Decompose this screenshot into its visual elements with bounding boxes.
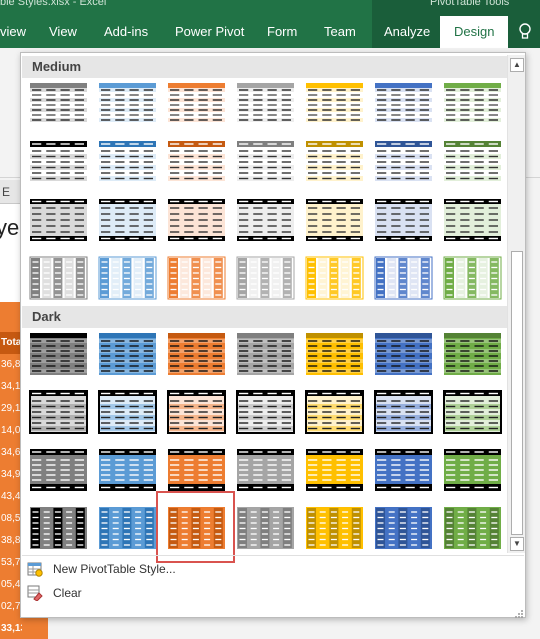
style-dark-21[interactable] — [442, 447, 503, 493]
style-dark-2[interactable] — [97, 331, 158, 377]
style-dark-9[interactable] — [97, 389, 158, 435]
style-dark-13[interactable] — [373, 389, 434, 435]
new-pivottable-style-label: New PivotTable Style... — [53, 562, 176, 576]
tab-analyze[interactable]: Analyze — [384, 24, 431, 39]
style-medium-15[interactable] — [28, 197, 89, 243]
style-medium-27[interactable] — [373, 255, 434, 301]
total-cell[interactable]: 34,63 — [1, 447, 22, 458]
style-dark-4[interactable] — [235, 331, 296, 377]
total-cell[interactable]: 43,4 — [1, 491, 21, 502]
style-medium-13[interactable] — [373, 139, 434, 185]
style-medium-11[interactable] — [235, 139, 296, 185]
style-dark-19[interactable] — [304, 447, 365, 493]
style-medium-21[interactable] — [442, 197, 503, 243]
total-cell[interactable]: 36,87 — [1, 359, 22, 370]
context-title: PivotTable Tools — [430, 0, 510, 8]
tab-view[interactable]: view — [0, 24, 27, 39]
style-dark-26[interactable] — [304, 505, 365, 551]
style-medium-6[interactable] — [373, 81, 434, 127]
style-dark-22[interactable] — [28, 505, 89, 551]
style-medium-1[interactable] — [28, 81, 89, 127]
resize-grip-icon[interactable] — [514, 606, 524, 618]
style-dark-14[interactable] — [442, 389, 503, 435]
style-dark-28[interactable] — [442, 505, 503, 551]
style-dark-3[interactable] — [166, 331, 227, 377]
total-cell[interactable]: 53,70 — [1, 557, 22, 568]
style-dark-20[interactable] — [373, 447, 434, 493]
total-cell[interactable]: 38,89 — [1, 535, 22, 546]
style-dark-5[interactable] — [304, 331, 365, 377]
style-medium-18[interactable] — [235, 197, 296, 243]
clear-style-item[interactable]: Clear — [25, 582, 495, 604]
style-dark-1[interactable] — [28, 331, 89, 377]
scroll-thumb[interactable] — [511, 251, 523, 535]
total-cell[interactable]: 34,95 — [1, 469, 22, 480]
tab-power-pivot[interactable]: Power Pivot — [175, 24, 245, 39]
section-header-medium: Medium — [22, 56, 507, 78]
style-medium-5[interactable] — [304, 81, 365, 127]
style-medium-4[interactable] — [235, 81, 296, 127]
total-cell[interactable]: 05,47 — [1, 579, 22, 590]
style-dark-12[interactable] — [304, 389, 365, 435]
style-dark-27[interactable] — [373, 505, 434, 551]
tab-design[interactable]: Design — [440, 16, 509, 48]
tab-form[interactable]: Form — [267, 24, 298, 39]
sheet-title-fragment: ye — [0, 215, 20, 240]
gallery-scrollbar[interactable]: ▲ ▼ — [507, 55, 525, 553]
lightbulb-icon[interactable] — [518, 22, 532, 42]
style-dark-7[interactable] — [442, 331, 503, 377]
column-header[interactable]: E — [0, 180, 22, 204]
tab-add-ins[interactable]: Add-ins — [104, 24, 149, 39]
footer-divider — [22, 555, 524, 556]
style-medium-3[interactable] — [166, 81, 227, 127]
style-dark-6[interactable] — [373, 331, 434, 377]
style-dark-23[interactable] — [97, 505, 158, 551]
style-dark-24[interactable] — [166, 505, 227, 551]
window-title: ble Styles.xlsx - Excel — [0, 0, 107, 8]
sheet-cells[interactable] — [0, 204, 22, 304]
style-medium-20[interactable] — [373, 197, 434, 243]
tab-view[interactable]: View — [49, 24, 77, 39]
eraser-icon — [27, 585, 43, 602]
style-medium-28[interactable] — [442, 255, 503, 301]
style-medium-7[interactable] — [442, 81, 503, 127]
style-medium-9[interactable] — [97, 139, 158, 185]
total-cell[interactable]: 34,15 — [1, 381, 22, 392]
style-dark-11[interactable] — [235, 389, 296, 435]
scroll-down-button[interactable]: ▼ — [510, 537, 524, 551]
style-dark-17[interactable] — [166, 447, 227, 493]
style-medium-17[interactable] — [166, 197, 227, 243]
total-cell[interactable]: 33,13 — [1, 623, 22, 634]
style-medium-26[interactable] — [304, 255, 365, 301]
style-medium-22[interactable] — [28, 255, 89, 301]
style-dark-16[interactable] — [97, 447, 158, 493]
style-medium-16[interactable] — [97, 197, 158, 243]
section-header-dark: Dark — [22, 306, 507, 328]
style-medium-14[interactable] — [442, 139, 503, 185]
new-table-style-icon — [27, 561, 43, 577]
style-medium-12[interactable] — [304, 139, 365, 185]
style-dark-25[interactable] — [235, 505, 296, 551]
total-cell[interactable]: 14,08 — [1, 425, 22, 436]
total-cell[interactable]: Tota — [0, 332, 22, 354]
total-cell[interactable]: 08,50 — [1, 513, 22, 524]
style-medium-10[interactable] — [166, 139, 227, 185]
style-medium-25[interactable] — [235, 255, 296, 301]
clear-style-label: Clear — [53, 586, 82, 600]
total-cell[interactable]: 02,77 — [1, 601, 22, 612]
pivottable-styles-gallery[interactable]: Medium Dark ▲ ▼ New PivotTable Style... — [20, 52, 526, 618]
style-medium-2[interactable] — [97, 81, 158, 127]
style-medium-8[interactable] — [28, 139, 89, 185]
tab-team[interactable]: Team — [324, 24, 356, 39]
scroll-up-button[interactable]: ▲ — [510, 58, 524, 72]
style-dark-18[interactable] — [235, 447, 296, 493]
style-medium-19[interactable] — [304, 197, 365, 243]
style-dark-10[interactable] — [166, 389, 227, 435]
style-medium-23[interactable] — [97, 255, 158, 301]
style-dark-15[interactable] — [28, 447, 89, 493]
new-pivottable-style-item[interactable]: New PivotTable Style... — [25, 558, 495, 580]
style-dark-8[interactable] — [28, 389, 89, 435]
style-medium-24[interactable] — [166, 255, 227, 301]
total-cell[interactable]: 29,19 — [1, 403, 22, 414]
